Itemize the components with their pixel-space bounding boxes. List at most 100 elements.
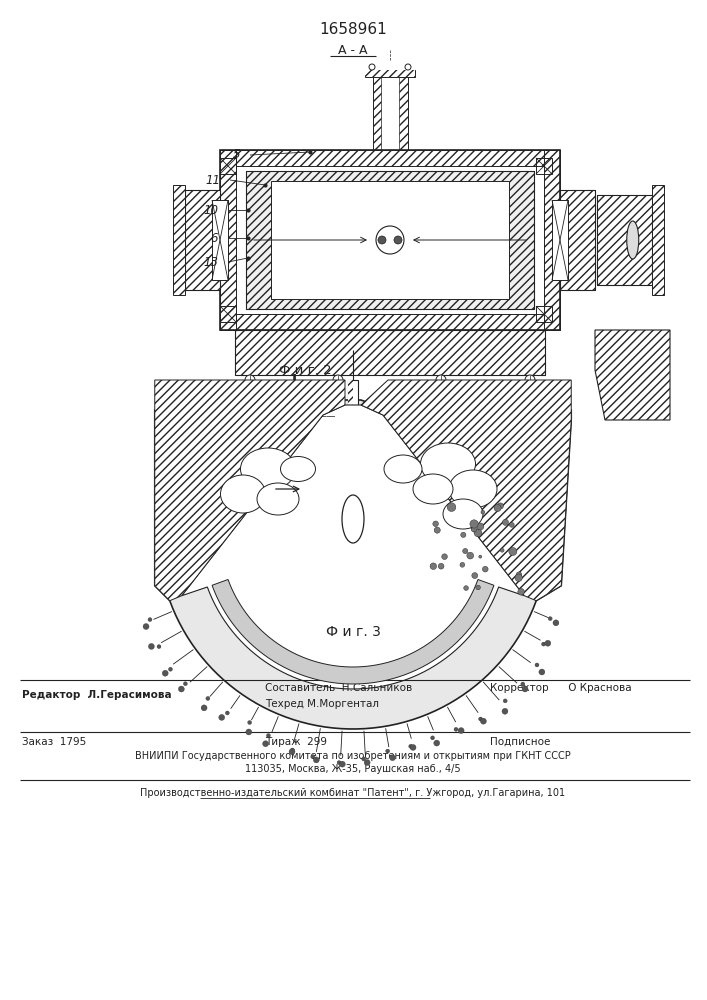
Circle shape bbox=[206, 696, 210, 700]
Circle shape bbox=[376, 226, 404, 254]
Bar bbox=[597, 195, 652, 285]
Circle shape bbox=[430, 563, 437, 569]
Circle shape bbox=[394, 236, 402, 244]
Circle shape bbox=[479, 555, 481, 558]
Circle shape bbox=[362, 757, 366, 761]
Bar bbox=[597, 195, 652, 285]
Bar bbox=[400, 662, 408, 670]
Circle shape bbox=[474, 529, 482, 537]
Circle shape bbox=[178, 686, 185, 692]
Text: 13: 13 bbox=[203, 255, 218, 268]
Circle shape bbox=[458, 728, 464, 734]
Text: Производственно-издательский комбинат "Патент", г. Ужгород, ул.Гагарина, 101: Производственно-издательский комбинат "П… bbox=[141, 788, 566, 798]
Polygon shape bbox=[361, 380, 571, 601]
Bar bbox=[348, 380, 353, 669]
Bar bbox=[411, 657, 419, 665]
Ellipse shape bbox=[257, 483, 299, 515]
Circle shape bbox=[503, 699, 507, 703]
Circle shape bbox=[464, 586, 469, 590]
Text: ────────────: ──────────── bbox=[284, 414, 336, 420]
Circle shape bbox=[545, 640, 551, 646]
Bar bbox=[364, 671, 373, 679]
Bar bbox=[340, 671, 348, 679]
Polygon shape bbox=[212, 579, 494, 684]
Circle shape bbox=[410, 744, 416, 750]
Bar bbox=[220, 306, 236, 322]
Circle shape bbox=[311, 755, 315, 759]
Circle shape bbox=[409, 744, 413, 748]
Polygon shape bbox=[155, 400, 571, 729]
Bar bbox=[365, 70, 415, 77]
Bar bbox=[373, 70, 408, 150]
Bar bbox=[235, 330, 545, 375]
Bar bbox=[220, 150, 560, 330]
Bar bbox=[243, 623, 250, 631]
Circle shape bbox=[267, 734, 271, 738]
Circle shape bbox=[494, 504, 501, 512]
Bar bbox=[246, 171, 534, 309]
Bar bbox=[433, 644, 440, 652]
Circle shape bbox=[479, 717, 483, 721]
Circle shape bbox=[226, 711, 229, 715]
Bar bbox=[652, 185, 664, 295]
Circle shape bbox=[525, 375, 535, 385]
Circle shape bbox=[518, 588, 525, 595]
Circle shape bbox=[405, 64, 411, 70]
Bar bbox=[303, 664, 312, 672]
Circle shape bbox=[291, 748, 294, 752]
Ellipse shape bbox=[443, 499, 483, 529]
Circle shape bbox=[503, 519, 508, 525]
Bar bbox=[536, 306, 552, 322]
Bar bbox=[377, 669, 385, 677]
Text: 113035, Москва, Ж-35, Раушская наб., 4/5: 113035, Москва, Ж-35, Раушская наб., 4/5 bbox=[245, 764, 461, 774]
Bar bbox=[217, 581, 225, 589]
Bar bbox=[560, 190, 595, 290]
Circle shape bbox=[148, 643, 154, 649]
Circle shape bbox=[378, 236, 386, 244]
Circle shape bbox=[522, 686, 528, 692]
Bar bbox=[185, 190, 220, 290]
Circle shape bbox=[333, 375, 343, 385]
Circle shape bbox=[553, 620, 559, 626]
Ellipse shape bbox=[240, 448, 296, 490]
Bar bbox=[220, 150, 560, 166]
Circle shape bbox=[481, 718, 486, 724]
Bar bbox=[381, 70, 399, 150]
Circle shape bbox=[289, 749, 295, 755]
Bar bbox=[173, 185, 185, 295]
Ellipse shape bbox=[221, 475, 266, 513]
Circle shape bbox=[462, 548, 468, 554]
Circle shape bbox=[433, 521, 438, 527]
Bar bbox=[451, 628, 460, 636]
Text: Корректор: Корректор bbox=[490, 683, 549, 693]
Circle shape bbox=[472, 573, 478, 579]
Circle shape bbox=[542, 642, 546, 646]
Bar bbox=[228, 603, 236, 611]
Text: Ф и г. 3: Ф и г. 3 bbox=[325, 625, 380, 639]
Circle shape bbox=[482, 566, 488, 572]
Text: Техред М.Моргентал: Техред М.Моргентал bbox=[265, 699, 379, 709]
Bar bbox=[251, 632, 259, 640]
Bar bbox=[460, 619, 467, 627]
Circle shape bbox=[460, 562, 464, 567]
Circle shape bbox=[476, 585, 481, 590]
Circle shape bbox=[477, 523, 484, 530]
Circle shape bbox=[471, 527, 477, 532]
Ellipse shape bbox=[421, 443, 476, 485]
Text: Составитель  Н.Сальников: Составитель Н.Сальников bbox=[265, 683, 412, 693]
Circle shape bbox=[431, 736, 435, 740]
Ellipse shape bbox=[384, 455, 422, 483]
Bar bbox=[220, 158, 236, 174]
Circle shape bbox=[143, 624, 149, 630]
Bar bbox=[246, 171, 534, 309]
Circle shape bbox=[434, 527, 440, 533]
Bar bbox=[281, 654, 289, 662]
Circle shape bbox=[183, 682, 187, 686]
Bar bbox=[560, 190, 595, 290]
Circle shape bbox=[247, 721, 252, 725]
Bar bbox=[222, 593, 230, 601]
Text: Заказ  1795: Заказ 1795 bbox=[22, 737, 86, 747]
Circle shape bbox=[497, 503, 503, 509]
Circle shape bbox=[246, 729, 252, 735]
Circle shape bbox=[433, 740, 440, 746]
